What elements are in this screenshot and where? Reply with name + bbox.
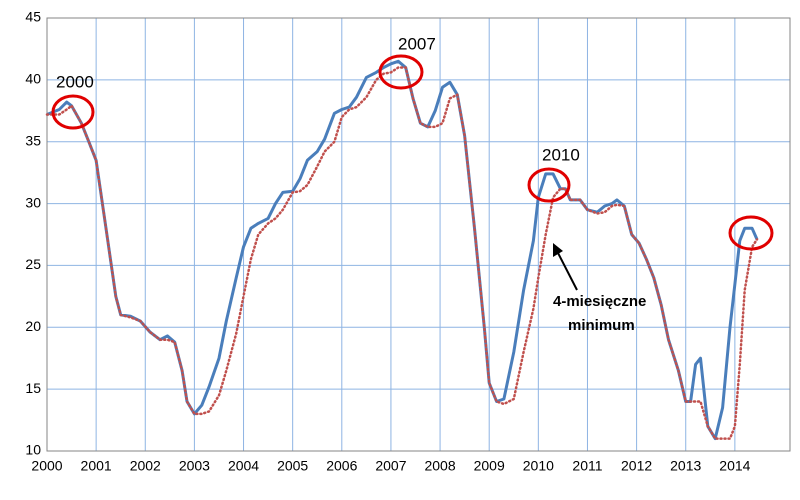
highlight-circle [728, 215, 774, 251]
arrow [556, 250, 578, 291]
x-tick-label: 2014 [719, 458, 750, 474]
x-tick-label: 2006 [326, 458, 357, 474]
y-tick-label: 45 [25, 9, 41, 25]
x-tick-label: 2011 [572, 458, 602, 474]
y-tick-label: 15 [25, 380, 41, 396]
y-tick-label: 40 [25, 71, 41, 87]
arrow-head [553, 243, 563, 257]
annotation: 4-miesięczne [553, 293, 646, 310]
series-line [45, 66, 759, 440]
highlight-circle [378, 54, 424, 90]
x-tick-label: 2002 [130, 458, 161, 474]
y-tick-label: 10 [25, 442, 41, 458]
plot-frame [46, 17, 791, 452]
x-tick-label: 2009 [474, 458, 505, 474]
highlight-circle [51, 94, 95, 130]
x-tick-label: 2010 [523, 458, 554, 474]
x-tick-label: 2001 [81, 458, 112, 474]
annotation: 2010 [542, 145, 580, 164]
annotation: 2007 [398, 34, 436, 53]
x-tick-label: 2005 [277, 458, 308, 474]
y-tick-label: 20 [25, 318, 41, 334]
highlight-circle [527, 167, 571, 203]
x-tick-label: 2013 [670, 458, 701, 474]
y-tick-label: 35 [25, 132, 41, 148]
lines [45, 59, 759, 441]
highlights [51, 54, 774, 251]
x-tick-label: 2008 [424, 458, 455, 474]
y-tick-label: 25 [25, 256, 41, 272]
x-tick-label: 2004 [228, 458, 259, 474]
x-tick-label: 2003 [179, 458, 210, 474]
annotation: minimum [568, 317, 635, 334]
grid [46, 17, 790, 452]
x-tick-label: 2007 [375, 458, 406, 474]
tick-labels: 10 15 20 25 30 35 40 45 2000 2001 2002 2003 2004 2005… [25, 9, 750, 474]
annotation: 2000 [56, 72, 94, 91]
x-tick-label: 2000 [31, 458, 62, 474]
y-tick-label: 30 [25, 194, 41, 210]
x-tick-label: 2012 [621, 458, 652, 474]
